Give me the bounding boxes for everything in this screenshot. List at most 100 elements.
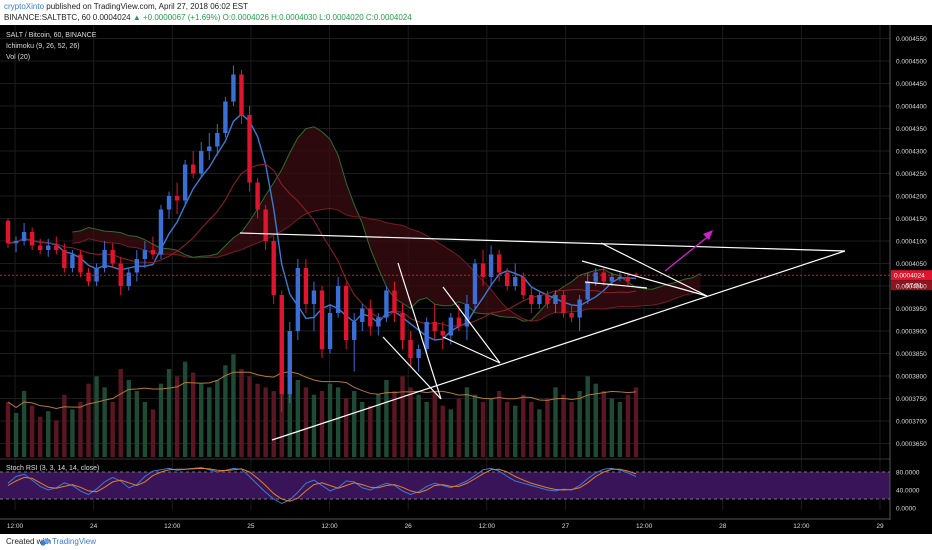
y-tick-label: 0.0004100 <box>896 239 927 246</box>
volume-bar <box>504 402 510 457</box>
volume-bar <box>223 365 228 457</box>
volume-bar <box>13 413 19 457</box>
projection-arrow-shaft <box>664 234 711 272</box>
volume-bar <box>110 402 115 457</box>
candle-body <box>287 331 292 394</box>
trendline <box>239 232 846 252</box>
candle-body <box>368 308 373 327</box>
rsi-tick-label: 40.0000 <box>896 488 920 495</box>
y-tick-label: 0.0003750 <box>896 396 927 403</box>
volume-bar <box>118 369 123 457</box>
candle-body <box>456 317 462 327</box>
volume-bar <box>303 387 309 457</box>
candle-body <box>472 263 478 304</box>
volume-bar <box>263 387 268 457</box>
volume-bar <box>376 394 381 457</box>
volume-bar <box>86 383 91 457</box>
candle-body <box>561 295 566 313</box>
volume-bar <box>400 376 405 457</box>
candle-body <box>440 331 445 336</box>
trendline <box>397 262 442 400</box>
candle-body <box>601 272 606 282</box>
candle-body <box>158 209 164 255</box>
senkou-span-b <box>72 207 701 322</box>
candle-body <box>166 196 172 210</box>
chart-header: cryptoXinto published on TradingView.com… <box>0 0 932 25</box>
candle-body <box>271 241 276 295</box>
candle-body <box>376 317 381 327</box>
volume-bar <box>464 387 470 457</box>
volume-bar <box>102 387 107 457</box>
volume-bar <box>255 383 260 457</box>
volume-bar <box>166 369 172 457</box>
candle-body <box>609 277 615 282</box>
candle-body <box>5 220 11 244</box>
volume-bar <box>392 391 397 457</box>
indicator-ichimoku-label[interactable]: Ichimoku (9, 26, 52, 26) <box>6 43 80 50</box>
candle-body <box>392 290 397 313</box>
candle-body <box>553 295 558 304</box>
volume-bar <box>343 398 349 457</box>
candle-body <box>504 272 510 286</box>
chart-axes: 0.0004024 57:51 0.0004550 0.0004500 0.000445… <box>0 25 932 530</box>
candle-body <box>384 290 389 318</box>
candle-body <box>295 268 301 331</box>
candle-body <box>343 286 349 340</box>
y-tick-label: 0.0004400 <box>896 104 927 111</box>
chart-canvas[interactable]: 0.0004024 57:51 0.0004550 0.0004500 0.000445… <box>0 25 932 534</box>
candle-body <box>263 209 268 241</box>
volume-bar <box>126 380 131 457</box>
stoch-rsi-pane <box>0 458 890 505</box>
author-link[interactable]: cryptoXinto <box>4 2 45 11</box>
candle-body <box>529 295 534 304</box>
candle-body <box>70 254 75 268</box>
tradingview-logo-icon <box>40 538 50 546</box>
tradingview-brand[interactable]: TradingView <box>52 537 97 546</box>
y-tick-label: 0.0004300 <box>896 149 927 156</box>
volume-bar <box>38 416 43 457</box>
candle-body <box>311 290 317 304</box>
y-tick-label: 0.0003800 <box>896 374 927 381</box>
stoch-rsi-label[interactable]: Stoch RSI (3, 3, 14, 14, close) <box>6 465 99 472</box>
volume-bar <box>70 409 75 457</box>
candle-body <box>207 146 212 151</box>
volume-bar <box>561 394 566 457</box>
candle-body <box>255 182 260 210</box>
rsi-tick-label: 80.0000 <box>896 470 920 477</box>
volume-bar <box>5 402 11 457</box>
candle-body <box>142 250 148 259</box>
x-tick-label: 29 <box>876 523 884 530</box>
trendline <box>382 336 442 400</box>
candle-body <box>327 313 333 349</box>
volume-bar <box>424 402 429 457</box>
candle-body <box>86 272 91 282</box>
volume-bar <box>231 354 236 457</box>
stoch-d-line <box>7 467 637 502</box>
candle-body <box>303 268 309 304</box>
candle-body <box>537 295 542 304</box>
volume-bar <box>295 380 301 457</box>
volume-bar <box>142 402 148 457</box>
volume-ma-line <box>7 371 637 410</box>
cloud-area <box>72 126 701 322</box>
candle-body <box>174 196 180 201</box>
y-tick-label: 0.0004450 <box>896 81 927 88</box>
x-tick-label: 25 <box>247 523 255 530</box>
candle-body <box>432 322 437 331</box>
candle-body <box>521 277 526 295</box>
candle-body <box>190 164 196 174</box>
volume-bar <box>529 402 534 457</box>
volume-bar <box>472 394 478 457</box>
candle-body <box>319 290 325 349</box>
candle-body <box>110 250 115 264</box>
candle-body <box>126 272 131 286</box>
price-change: +0.0000067 (+1.69%) <box>143 13 221 22</box>
volume-bar <box>247 376 252 457</box>
candle-body <box>513 277 518 286</box>
trendline-drawings <box>239 230 846 441</box>
candle-body <box>625 277 631 282</box>
indicator-volume-label[interactable]: Vol (20) <box>6 54 30 61</box>
candle-body <box>400 313 405 340</box>
publish-info: published on TradingView.com, April 27, … <box>46 2 249 11</box>
volume-bar <box>488 398 494 457</box>
